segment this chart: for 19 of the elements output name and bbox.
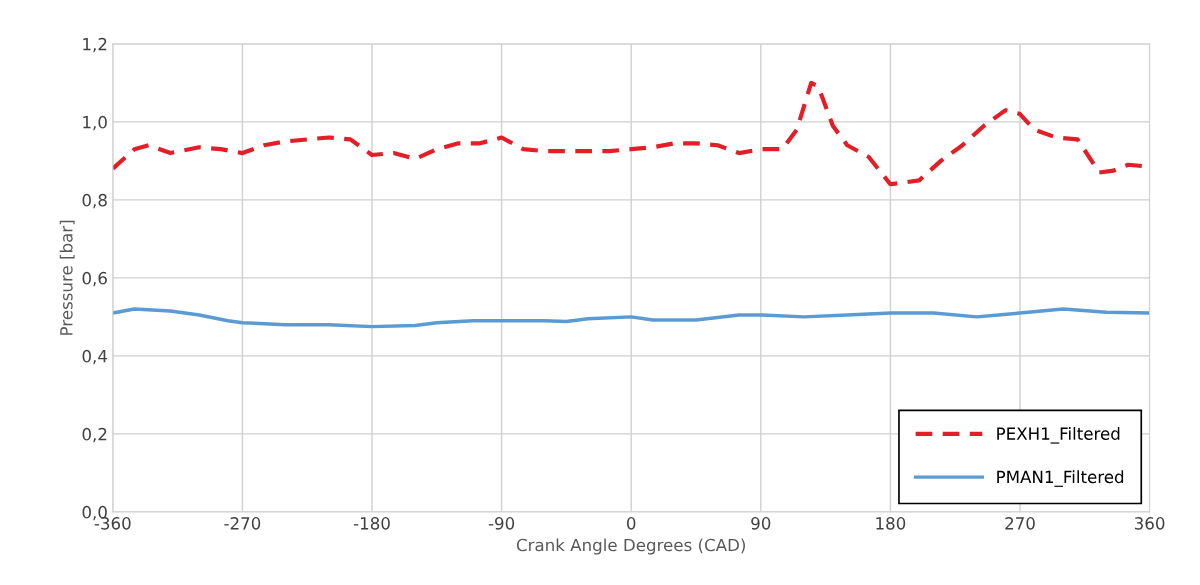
x-tick-label: -270 — [224, 517, 261, 530]
legend-label: PEXH1_Filtered — [997, 427, 1120, 444]
x-tick-label: 90 — [751, 517, 771, 530]
y-tick-label: 1,0 — [83, 115, 107, 131]
y-tick-label: 0,8 — [82, 193, 107, 209]
x-tick-label: -90 — [488, 517, 515, 530]
x-tick-label: 270 — [1005, 517, 1035, 530]
y-tick-label: 1,2 — [83, 37, 107, 53]
y-tick-label: 0,6 — [82, 271, 107, 287]
y-tick-label: 0,4 — [82, 349, 107, 365]
y-axis-title: Pressure [bar] — [59, 220, 75, 335]
x-tick-label: 180 — [876, 517, 906, 530]
legend-label: PMAN1_Filtered — [997, 470, 1124, 487]
line-series — [112, 307, 1150, 329]
x-tick-label: 0 — [627, 517, 636, 530]
x-axis-title: Crank Angle Degrees (CAD) — [516, 538, 745, 555]
y-tick-label: 0,2 — [82, 427, 107, 443]
x-tick-label: 360 — [1134, 517, 1165, 530]
x-tick-label: -180 — [353, 517, 390, 530]
